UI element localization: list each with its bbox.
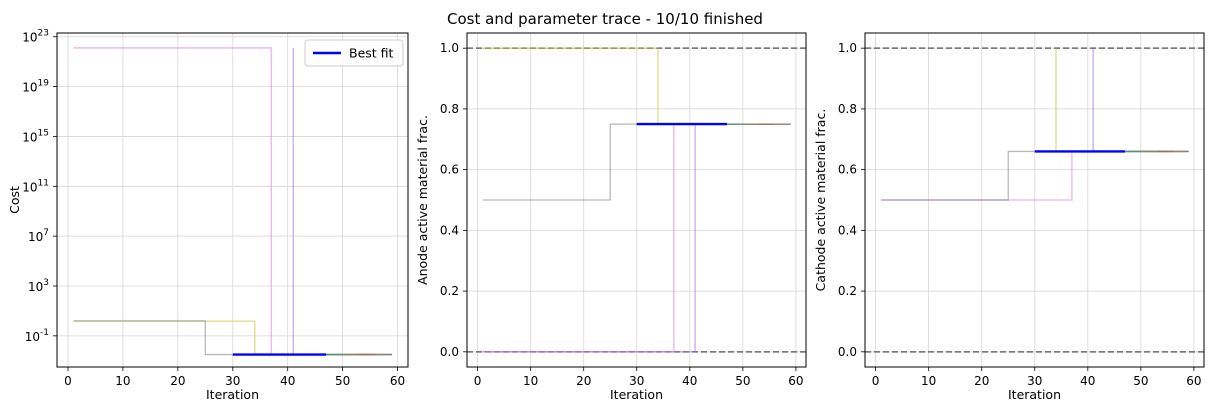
legend: Best fit [304,39,404,67]
plot-area [865,47,1204,353]
x-tick-label: 20 [170,374,185,388]
y-axis-label: Cathode active material frac. [813,109,828,292]
x-tick-label: 50 [1133,374,1148,388]
y-tick-exponent: 19 [38,79,50,89]
x-tick-label: 60 [788,374,803,388]
y-tick-exponent: 11 [38,178,49,188]
x-tick-label: 30 [1027,374,1042,388]
panel-cathode-trace: 0 10 20 30 40 50 60 0.0 0.2 0.4 0.6 0.8 1.0 Iteration… [813,32,1205,402]
y-tick-label: 0.8 [440,102,459,116]
legend-box [304,39,404,67]
x-tick-label: 40 [1080,374,1095,388]
x-tick-label: 50 [735,374,750,388]
figure-title: Cost and parameter trace - 10/10 finishe… [447,10,763,28]
plot-area [73,47,393,356]
x-tick-label: 40 [682,374,697,388]
y-tick-exponent: 3 [43,278,49,288]
x-tick-label: 30 [629,374,644,388]
y-tick-label: 0.6 [440,163,459,177]
x-tick-label: 40 [280,374,295,388]
y-tick-exponent: 15 [38,128,49,138]
y-tick-label: 1.0 [838,41,857,55]
y-tick-label: 0.2 [838,284,857,298]
x-tick-label: 20 [974,374,989,388]
y-tick-label: 0.4 [440,223,459,237]
y-tick-label: 0.2 [440,284,459,298]
y-tick-exponent: -1 [40,328,49,338]
y-tick-exponent: 7 [43,228,49,238]
y-tick-label: 0.0 [440,345,459,359]
x-tick-label: 20 [576,374,591,388]
plot-area [467,47,806,353]
y-tick-label: 0.4 [838,223,857,237]
x-tick-label: 10 [921,374,936,388]
x-tick-label: 60 [1186,374,1201,388]
y-tick-label: 0.0 [838,345,857,359]
x-axis-label: Iteration [1008,387,1061,402]
legend-label: Best fit [349,46,394,61]
x-tick-label: 30 [225,374,240,388]
x-tick-label: 0 [872,374,880,388]
x-tick-label: 50 [335,374,350,388]
x-tick-label: 0 [474,374,482,388]
y-tick-exponent: 23 [38,29,49,39]
y-axis-label: Anode active material frac. [415,115,430,285]
y-tick-label: 0.6 [838,163,857,177]
x-tick-label: 10 [115,374,130,388]
y-axis-label: Cost [7,186,22,214]
x-axis-label: Iteration [206,387,259,402]
x-tick-label: 60 [390,374,405,388]
y-tick-label: 0.8 [838,102,857,116]
y-tick-label: 1.0 [440,41,459,55]
x-tick-label: 10 [523,374,538,388]
panels: 0 10 20 30 40 50 6010-11031071011101510191023I… [7,29,1205,402]
x-tick-label: 0 [64,374,72,388]
panel-anode-trace: 0 10 20 30 40 50 60 0.0 0.2 0.4 0.6 0.8 1.0 Iteration… [415,32,807,402]
x-axis-label: Iteration [610,387,663,402]
